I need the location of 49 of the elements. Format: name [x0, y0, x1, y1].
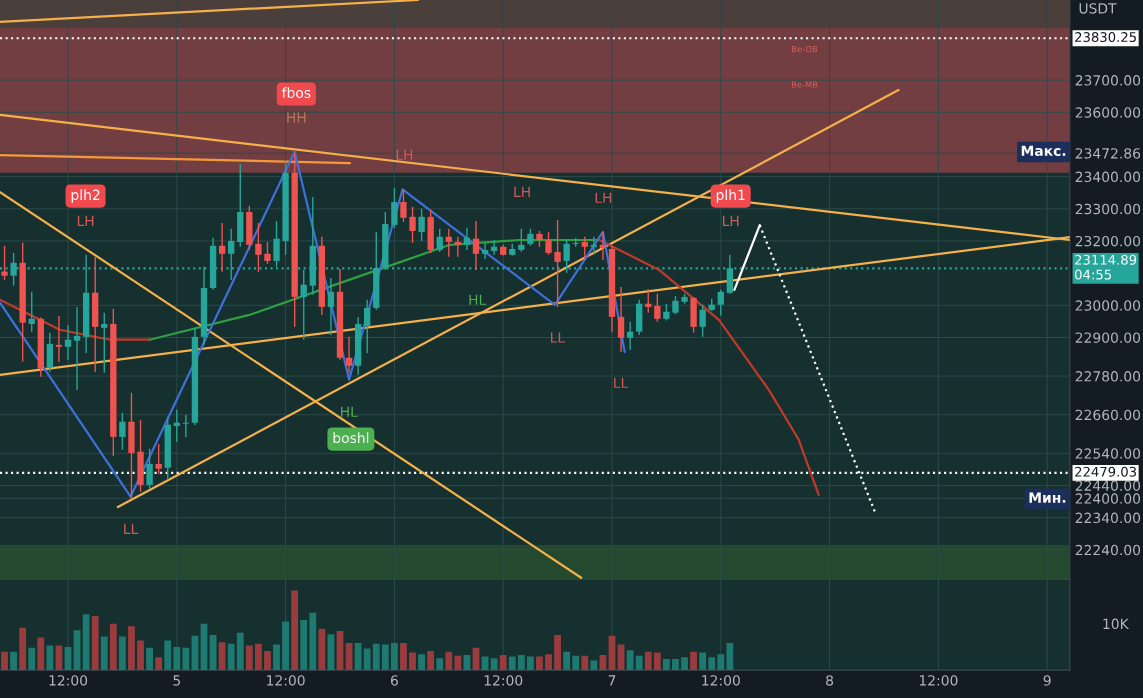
annotation: Be-MB [791, 81, 818, 88]
x-tick-label: 6 [390, 675, 398, 686]
text: 10K [1103, 618, 1130, 630]
annotation: plh1 [716, 189, 745, 203]
annotation: HL [469, 294, 487, 305]
ref-line-label: 23114.89 04:55 [1075, 254, 1137, 280]
y-tick-label: 23472.86 [1075, 148, 1141, 159]
x-tick-label: 9 [1043, 675, 1051, 686]
y-tick-label: 23200.00 [1075, 235, 1141, 247]
y-tick-label: 22900.00 [1075, 332, 1141, 343]
y-tick-label: 23300.00 [1075, 203, 1141, 215]
y-tick-label: 22240.00 [1075, 544, 1141, 556]
y-tick-label: 22780.00 [1075, 371, 1141, 382]
x-tick-label: 7 [608, 675, 616, 686]
y-axis-title: USDT [1079, 3, 1117, 14]
annotation: LL [124, 523, 139, 534]
y-tick-label: 23000.00 [1075, 300, 1141, 311]
y-tick-label: 22540.00 [1075, 448, 1141, 459]
y-tick-label: 23700.00 [1075, 75, 1141, 86]
ref-line-label: 23830.25 [1075, 32, 1136, 43]
annotation: LL [614, 377, 629, 388]
y-tick-label: 22340.00 [1075, 512, 1141, 524]
annotation: LH [722, 215, 739, 226]
y-tick-label: 22400.00 [1075, 493, 1141, 504]
x-tick-label: 12:00 [267, 675, 305, 686]
annotation: Мин. [1029, 492, 1066, 503]
annotation: LH [595, 192, 612, 203]
annotation: LH [514, 186, 530, 197]
y-tick-label: 22440.00 [1075, 480, 1141, 491]
annotation: fbos [281, 87, 311, 98]
x-tick-label: 12:00 [484, 675, 523, 686]
annotation: Be-OB [792, 46, 818, 53]
annotation: HH [287, 112, 306, 123]
y-tick-label: 22660.00 [1075, 409, 1141, 421]
annotation: plh2 [71, 189, 100, 203]
x-tick-label: 12:00 [49, 675, 88, 686]
annotation: LL [551, 332, 566, 343]
x-tick-label: 12:00 [702, 675, 740, 686]
ref-line-label: 22479.03 [1075, 466, 1137, 477]
annotation: Макс. [1021, 145, 1066, 156]
x-tick-label: 12:00 [919, 675, 958, 686]
annotation: LH [77, 215, 94, 226]
y-tick-label: 23400.00 [1075, 171, 1141, 183]
annotation: boshl [333, 432, 369, 444]
x-tick-label: 5 [173, 675, 180, 686]
annotation: HL [341, 406, 358, 417]
y-tick-label: 23600.00 [1075, 107, 1141, 118]
annotation: LH [396, 149, 413, 160]
x-tick-label: 8 [826, 675, 834, 686]
